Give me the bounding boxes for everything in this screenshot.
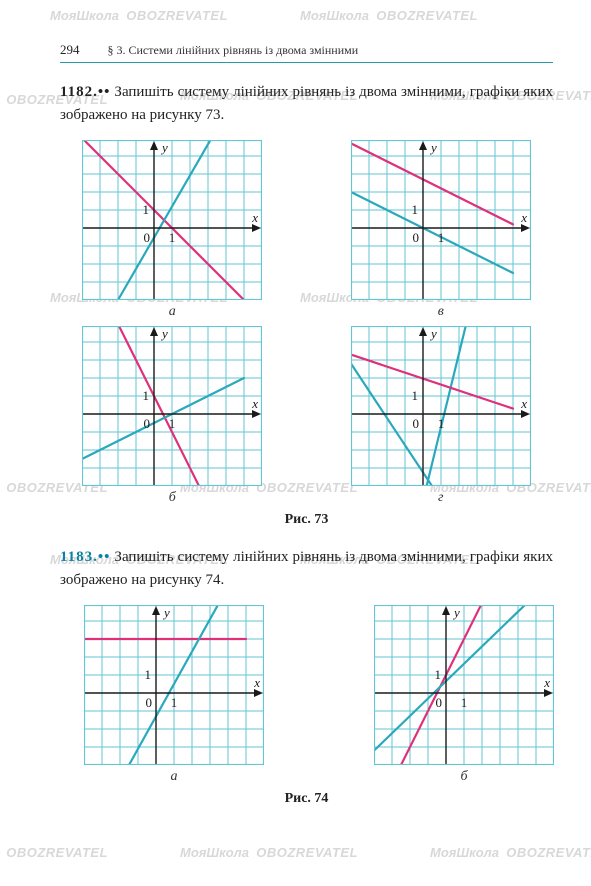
watermark: МояШкола OBOZREVATEL [180,845,358,860]
svg-text:0: 0 [436,695,443,710]
svg-text:x: x [543,675,550,690]
figure-74-caption: Рис. 74 [60,791,553,807]
svg-text:1: 1 [143,202,150,217]
svg-text:0: 0 [412,230,419,245]
svg-text:x: x [520,210,527,225]
svg-text:1: 1 [461,695,468,710]
watermark: МояШкола OBOZREVATEL [430,845,591,860]
chart-73-b: 0 1 1 x y б [82,326,262,506]
svg-text:1: 1 [169,416,176,431]
svg-text:1: 1 [171,695,178,710]
problem-1183: 1183.•• Запишіть систему лінійних рівнян… [60,546,553,591]
svg-text:1: 1 [411,202,418,217]
problem-text: Запишіть систему лінійних рівнянь із дво… [60,549,553,588]
problem-number: 1182.•• [60,84,110,100]
page-number: 294 [60,42,80,58]
svg-text:y: y [162,605,170,620]
chart-label: г [351,490,531,506]
svg-text:0: 0 [144,416,151,431]
chart-label: б [374,769,554,785]
svg-text:y: y [429,326,437,341]
chart-74-a: 0 1 1 x y а [84,605,264,785]
chart-label: б [82,490,262,506]
chart-canvas: 0 1 1 x y [374,605,554,765]
svg-text:1: 1 [438,230,445,245]
svg-text:x: x [253,675,260,690]
chart-canvas: 0 1 1 x y [351,326,531,486]
chart-73-v: 0 1 1 x y в [351,140,531,320]
problem-number: 1183.•• [60,549,110,565]
svg-text:1: 1 [438,416,445,431]
chart-label: а [84,769,264,785]
svg-text:0: 0 [144,230,151,245]
page-header: 294 § 3. Системи лінійних рівнянь із дво… [60,42,553,58]
chart-canvas: 0 1 1 x y [82,140,262,300]
svg-text:0: 0 [146,695,153,710]
svg-text:y: y [452,605,460,620]
svg-text:x: x [251,396,258,411]
chart-73-a: 0 1 1 x y а [82,140,262,320]
svg-text:y: y [160,326,168,341]
figure-73-grid: 0 1 1 x y а 0 1 1 x y в 0 1 1 x y б 0 1 1 x y г [68,140,545,506]
svg-text:x: x [520,396,527,411]
watermark: МояШкола OBOZREVATEL [0,845,108,860]
svg-text:0: 0 [412,416,419,431]
chart-74-b: 0 1 1 x y б [374,605,554,785]
problem-1182: 1182.•• Запишіть систему лінійних рівнян… [60,81,553,126]
chart-label: а [82,304,262,320]
chart-canvas: 0 1 1 x y [82,326,262,486]
chart-canvas: 0 1 1 x y [351,140,531,300]
svg-text:1: 1 [435,667,442,682]
svg-text:y: y [160,140,168,155]
section-title: § 3. Системи лінійних рівнянь із двома з… [108,43,359,58]
svg-text:1: 1 [411,388,418,403]
header-divider [60,62,553,63]
svg-text:1: 1 [169,230,176,245]
svg-text:x: x [251,210,258,225]
svg-text:1: 1 [145,667,152,682]
chart-canvas: 0 1 1 x y [84,605,264,765]
figure-73-caption: Рис. 73 [60,512,553,528]
chart-73-g: 0 1 1 x y г [351,326,531,506]
chart-label: в [351,304,531,320]
figure-74-grid: 011xy а 011xy б [84,605,529,785]
svg-text:1: 1 [143,388,150,403]
svg-text:y: y [429,140,437,155]
problem-text: Запишіть систему лінійних рівнянь із дво… [60,84,553,123]
